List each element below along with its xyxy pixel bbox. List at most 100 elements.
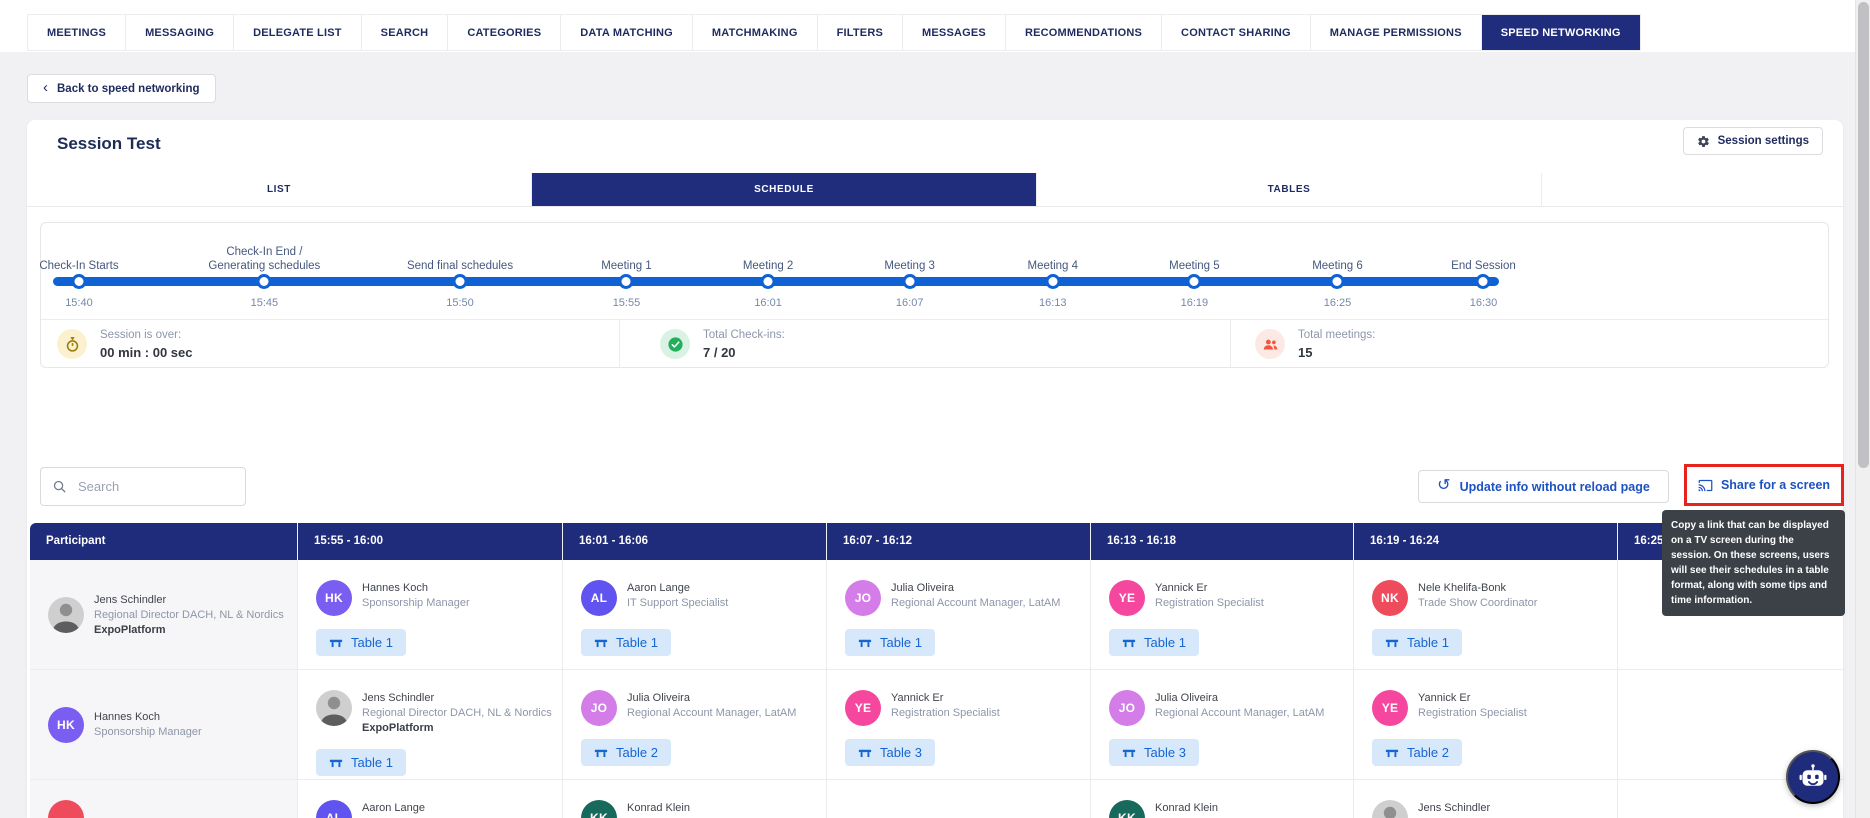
meeting-cell: YE Yannick Er Registration Specialist Table… <box>827 670 1091 780</box>
tab-schedule[interactable]: SCHEDULE <box>532 173 1037 206</box>
timeline-milestone-label: Meeting 3 <box>884 260 935 272</box>
avatar-initials: YE <box>1109 580 1145 616</box>
schedule-table-body: Jens Schindler Regional Director DACH, NL… <box>30 560 1843 818</box>
nav-item-delegate-list[interactable]: DELEGATE LIST <box>234 15 362 50</box>
back-button-label: Back to speed networking <box>57 82 200 95</box>
scrollbar-thumb[interactable] <box>1858 2 1869 468</box>
nav-item-meetings[interactable]: MEETINGS <box>28 15 127 50</box>
person-company: ExpoPlatform <box>94 623 166 636</box>
table-chip: Table 1 <box>316 629 406 656</box>
person-role: Registration Specialist <box>1418 707 1527 719</box>
timeline-milestone-time: 15:45 <box>250 297 279 309</box>
meeting-cell: HK Hannes Koch Sponsorship Manager Table 1 <box>298 560 563 670</box>
column-header-16-01-16-06: 16:01 - 16:06 <box>563 523 827 560</box>
nav-item-matchmaking[interactable]: MATCHMAKING <box>692 15 818 50</box>
refresh-icon: ↺ <box>1437 476 1451 494</box>
update-info-button[interactable]: ↺ Update info without reload page <box>1418 470 1669 503</box>
avatar-initials: YE <box>1372 690 1408 726</box>
tabbar: LIST SCHEDULE TABLES <box>27 173 1542 206</box>
timeline-milestone-time: 16:30 <box>1469 297 1498 309</box>
search-icon <box>53 480 66 493</box>
column-header-16-19-16-24: 16:19 - 16:24 <box>1354 523 1618 560</box>
table-chip-label: Table 2 <box>616 745 658 760</box>
nav-item-speed-networking[interactable]: SPEED NETWORKING <box>1481 15 1640 50</box>
nav-item-messages[interactable]: MESSAGES <box>903 15 1006 50</box>
table-chip: Table 3 <box>845 739 935 766</box>
tab-list[interactable]: LIST <box>27 173 532 206</box>
table-chip: Table 1 <box>1372 629 1462 656</box>
timeline-milestone-dot <box>1186 274 1202 289</box>
nav-item-data-matching[interactable]: DATA MATCHING <box>561 15 693 50</box>
person: HK Hannes Koch Sponsorship Manager <box>316 580 554 616</box>
person-name: Julia Oliveira <box>627 692 690 704</box>
table-icon <box>594 639 608 647</box>
timeline-milestone-dot <box>1045 274 1061 289</box>
avatar-initials: KK <box>581 800 617 818</box>
person-role: Regional Account Manager, LatAM <box>1155 707 1325 719</box>
avatar-initials: JO <box>581 690 617 726</box>
meeting-cell <box>827 780 1091 818</box>
meeting-cell: JO Julia Oliveira Regional Account Manager… <box>563 670 827 780</box>
person-role: Regional Director DACH, NL & Nordics <box>362 707 552 719</box>
stat-value: 7 / 20 <box>703 344 736 360</box>
timeline-milestone-label: Meeting 6 <box>1312 260 1363 272</box>
person-name: Nele Khelifa-Bonk <box>1418 582 1507 594</box>
participant-cell: Jens Schindler Regional Director DACH, NL… <box>30 560 298 670</box>
nav-item-contact-sharing[interactable]: CONTACT SHARING <box>1162 15 1311 50</box>
timeline-milestone-label: Meeting 4 <box>1027 260 1079 272</box>
table-chip: Table 1 <box>845 629 935 656</box>
table-chip-label: Table 1 <box>1144 635 1186 650</box>
participant-cell: HK Hannes Koch Sponsorship Manager <box>30 670 298 780</box>
column-header-16-07-16-12: 16:07 - 16:12 <box>827 523 1091 560</box>
nav-item-messaging[interactable]: MESSAGING <box>126 15 235 50</box>
update-info-label: Update info without reload page <box>1459 479 1650 494</box>
timeline-milestone-dot <box>1475 274 1491 289</box>
person-role: Registration Specialist <box>891 707 1000 719</box>
person-role: Trade Show Coordinator <box>1418 597 1538 609</box>
table-chip: Table 3 <box>1109 739 1199 766</box>
nav-item-recommendations[interactable]: RECOMMENDATIONS <box>1005 15 1163 50</box>
session-stats: Session is over: 00 min : 00 sec Total Che… <box>41 319 1828 368</box>
timeline-milestone-dot <box>452 274 468 289</box>
stat-session-is-over: Session is over: 00 min : 00 sec <box>41 320 620 368</box>
table-chip: Table 1 <box>1109 629 1199 656</box>
timeline-progress-bar <box>53 277 1499 286</box>
share-for-screen-button[interactable]: Share for a screen <box>1687 467 1841 503</box>
table-chip: Table 1 <box>316 749 406 776</box>
nav-item-search[interactable]: SEARCH <box>361 15 449 50</box>
avatar-initials <box>48 800 84 818</box>
search-input[interactable] <box>40 467 246 506</box>
timeline-panel: Check-In Starts 15:40 Check-In End / Genera… <box>39 222 1829 368</box>
column-header-15-55-16-00: 15:55 - 16:00 <box>298 523 563 560</box>
schedule-table: Participant 15:55 - 16:00 16:01 - 16:06 16:… <box>30 523 1843 818</box>
tab-tables[interactable]: TABLES <box>1037 173 1542 206</box>
avatar-initials: AL <box>581 580 617 616</box>
chatbot-button[interactable] <box>1786 750 1840 804</box>
robot-icon <box>1799 764 1827 786</box>
session-card: Session Test Session settings LIST SCHEDU… <box>27 120 1845 818</box>
table-chip: Table 1 <box>581 629 671 656</box>
timeline-milestone-time: 16:07 <box>895 297 924 309</box>
nav-item-categories[interactable]: CATEGORIES <box>448 15 562 50</box>
nav-item-filters[interactable]: FILTERS <box>817 15 904 50</box>
meeting-cell: JO Julia Oliveira Regional Account Manager… <box>1091 670 1354 780</box>
meeting-cell: NK Nele Khelifa-Bonk Trade Show Coordinato… <box>1354 560 1618 670</box>
table-chip: Table 2 <box>581 739 671 766</box>
table-chip: Table 2 <box>1372 739 1462 766</box>
table-chip-label: Table 1 <box>351 635 393 650</box>
person: NK Nele Khelifa-Bonk Trade Show Coordinato… <box>1372 580 1609 616</box>
chevron-left-icon: ‹ <box>43 79 48 96</box>
person-name: Julia Oliveira <box>1155 692 1218 704</box>
person-name: Hannes Koch <box>94 711 161 723</box>
session-settings-button[interactable]: Session settings <box>1682 127 1823 155</box>
table-chip-label: Table 1 <box>351 755 393 770</box>
nav-item-manage-permissions[interactable]: MANAGE PERMISSIONS <box>1310 15 1482 50</box>
person <box>48 800 94 818</box>
table-icon <box>858 749 872 757</box>
meeting-cell: AL Aaron Lange <box>298 780 563 818</box>
timeline-milestone-dot <box>618 274 634 289</box>
person-role: Sponsorship Manager <box>94 726 202 738</box>
back-button[interactable]: ‹ Back to speed networking <box>27 74 216 103</box>
avatar-initials: KK <box>1109 800 1145 818</box>
